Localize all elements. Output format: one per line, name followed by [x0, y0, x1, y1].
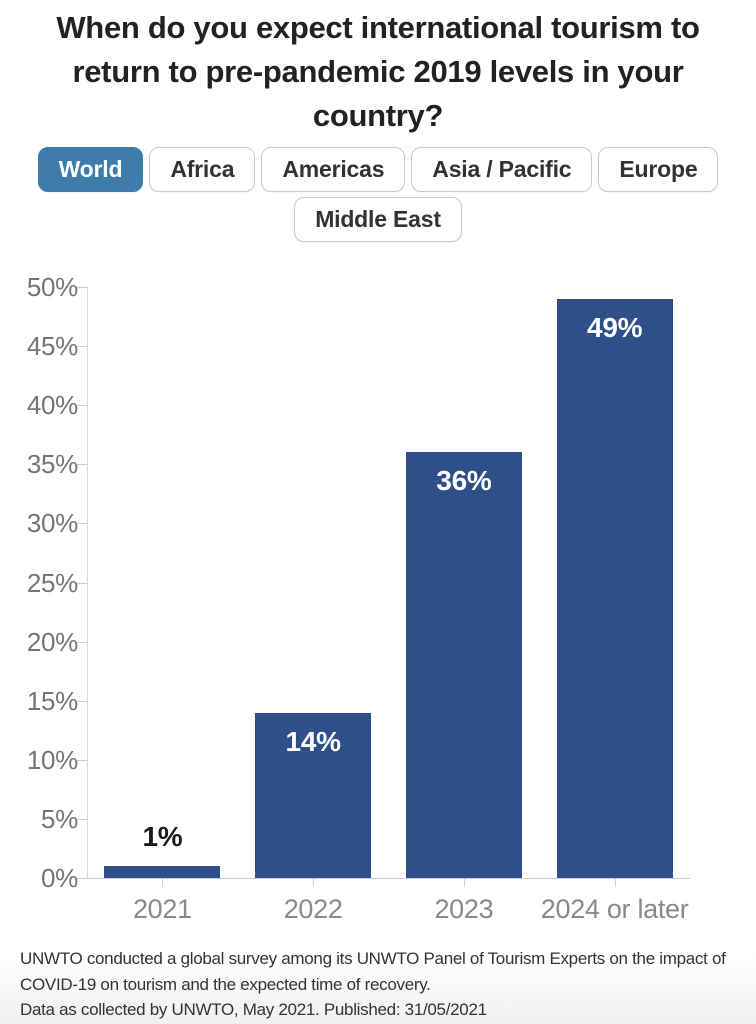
y-axis-tick: [77, 700, 87, 702]
x-axis-tick-label: 2021: [132, 894, 192, 924]
tab-world[interactable]: World: [37, 147, 144, 192]
x-axis-tick-label: 2023: [434, 894, 494, 924]
y-axis-tick: [77, 582, 87, 584]
y-axis-line: [87, 287, 88, 878]
y-axis-tick: [77, 878, 87, 879]
y-axis-tick-label: 0%: [41, 863, 78, 893]
y-axis-tick: [77, 287, 87, 288]
y-axis-tick: [77, 405, 87, 407]
region-tabs-row-1: World Africa Americas Asia / Pacific Europe: [0, 147, 756, 192]
x-axis-tick: [313, 878, 315, 887]
y-axis-tick: [77, 523, 87, 525]
bar-2023: [405, 452, 522, 878]
y-axis-tick-label: 40%: [26, 390, 78, 421]
chart-title: When do you expect international tourism…: [56, 10, 700, 134]
bar-2024-or-later: [556, 298, 673, 878]
bar-value-2022: 14%: [285, 725, 341, 757]
y-axis-tick-label: 15%: [26, 685, 78, 716]
y-axis-tick: [77, 464, 87, 466]
y-axis-tick-label: 45%: [26, 331, 78, 362]
tab-europe[interactable]: Europe: [598, 147, 719, 192]
x-axis-tick-label: 2022: [283, 894, 343, 924]
y-axis-tick-label: 25%: [26, 567, 78, 598]
x-axis-tick-label: 2024 or later: [540, 894, 689, 924]
tab-asia-pacific[interactable]: Asia / Pacific: [411, 147, 593, 192]
region-tabs-row-2: Middle East: [0, 197, 756, 242]
tab-middle-east[interactable]: Middle East: [294, 197, 462, 242]
tab-africa[interactable]: Africa: [149, 147, 256, 192]
bar-chart: 0% 5% 10% 15% 20% 25% 30% 35% 40% 45% 50% 1% 2021 14%…: [0, 255, 756, 940]
y-axis-tick-label: 30%: [26, 508, 78, 539]
footer-source: Data as collected by UNWTO, May 2021. Pu…: [20, 1000, 487, 1019]
region-tabs: World Africa Americas Asia / Pacific Europe …: [0, 147, 756, 247]
y-axis-tick: [77, 346, 87, 348]
y-axis-tick: [77, 641, 87, 643]
bar-2021: [104, 866, 221, 878]
x-axis-line: [87, 878, 690, 879]
y-axis-tick: [77, 759, 87, 761]
y-axis-tick: [77, 818, 87, 820]
bar-value-2021: 1%: [142, 821, 183, 853]
footer-notes: UNWTO conducted a global survey among it…: [20, 946, 736, 1023]
y-axis-tick-label: 35%: [26, 449, 78, 480]
x-axis-tick: [614, 878, 616, 887]
tab-americas[interactable]: Americas: [261, 147, 406, 192]
x-axis-tick: [162, 878, 164, 887]
bar-value-2023: 36%: [436, 465, 492, 497]
y-axis-tick-label: 10%: [26, 744, 78, 775]
bar-2022: [255, 712, 372, 878]
footer-description: UNWTO conducted a global survey among it…: [20, 949, 726, 994]
bar-value-2024-or-later: 49%: [587, 311, 643, 343]
y-axis-tick-label: 20%: [26, 626, 78, 657]
y-axis-tick-label: 50%: [26, 272, 78, 302]
x-axis-tick: [463, 878, 465, 887]
y-axis-tick-label: 5%: [41, 803, 78, 834]
